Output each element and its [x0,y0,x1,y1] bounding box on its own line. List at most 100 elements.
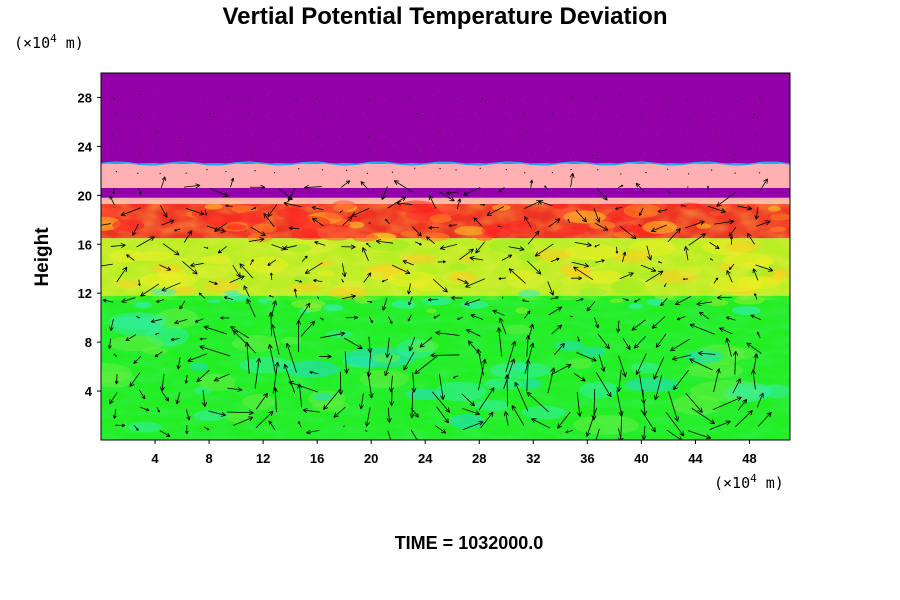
vector-arrow [641,425,647,440]
y-tick-label: 20 [78,188,92,203]
vector-arrow [203,325,228,335]
vector-dot [156,131,158,133]
heatmap-blob [116,280,140,288]
y-tick-label: 8 [85,335,92,350]
vector-dot [367,136,370,138]
vector-arrow [176,357,181,370]
vector-dot [179,136,182,138]
vector-arrow [341,263,347,278]
vector-arrow [531,418,550,429]
vector-arrow [529,179,534,190]
vector-arrow [534,243,554,257]
x-unit-base: (×10 [714,474,750,492]
heatmap-blob [490,361,551,380]
x-tick-label: 4 [151,451,159,466]
vector-dot [711,169,713,171]
vector-arrow [754,207,759,220]
vector-dot [731,132,733,135]
vector-arrow [387,430,392,440]
vector-dot [390,135,392,137]
vector-dot [548,134,550,136]
vector-arrow [646,245,653,261]
vector-dot [478,112,481,114]
vector-arrow [462,421,484,431]
vector-arrow [312,217,324,227]
heatmap-blob [362,270,384,280]
vector-arrow [480,203,486,206]
vector-arrow [498,186,505,193]
vector-arrow [150,318,162,324]
vector-arrow [645,270,664,283]
vector-arrow [196,369,210,383]
vector-arrow [255,392,269,410]
vector-arrow [300,320,316,337]
vector-dot [250,152,252,154]
vector-arrow [451,295,463,300]
vector-dot [709,154,711,157]
vector-arrow [368,222,371,224]
heatmap-blob [354,297,373,304]
heatmap-blob [134,301,152,309]
vector-dot [255,134,257,136]
vector-arrow [199,345,231,357]
y-tick-label: 4 [85,384,93,399]
vector-dot [500,149,502,152]
heatmap-blob [206,299,221,304]
heatmap-blob [191,265,230,279]
vector-arrow [732,350,739,375]
heatmap-blob [128,421,163,433]
vector-arrow [381,279,389,283]
vector-arrow [121,297,136,304]
vector-dot [115,149,117,151]
heatmap-blob [491,204,511,211]
vector-arrow [594,222,609,231]
heatmap-blob [678,202,702,210]
vector-arrow [184,374,188,384]
vector-dot [227,131,229,133]
vector-dot [598,112,601,114]
vector-arrow [359,393,365,410]
heatmap-blob [724,240,761,253]
vector-arrow [385,337,391,358]
vector-arrow [668,391,679,422]
vector-arrow [574,242,592,248]
heatmap-blob [150,288,177,296]
vector-arrow [619,226,637,240]
vector-dot [409,135,412,138]
heatmap-blob [351,233,379,242]
vector-arrow [246,298,256,317]
vector-arrow [550,363,572,376]
vector-arrow [622,251,627,263]
vector-arrow [622,298,629,302]
vector-arrow [338,371,344,395]
vector-arrow [309,370,319,375]
vector-dot [594,132,596,134]
vector-arrow [685,393,703,413]
vector-arrow [155,332,160,335]
vector-arrows [101,94,774,440]
vector-arrow [575,209,587,223]
vector-dot [206,169,208,171]
vector-dot [137,132,139,134]
vector-arrow [696,301,713,307]
vector-dot [278,135,280,138]
vector-arrow [651,316,666,329]
vector-dot [734,172,736,174]
vector-arrow [341,244,356,250]
heatmap-blob [142,346,169,355]
vector-arrow [160,176,166,189]
vector-arrow [209,187,229,197]
vector-arrow [161,219,175,226]
vector-arrow [467,340,482,356]
heatmap-blob [422,297,452,306]
vector-arrow [381,186,388,200]
vector-arrow [414,355,438,375]
vector-arrow [269,272,273,281]
x-tick-label: 36 [580,451,594,466]
vector-arrow [283,245,297,251]
vector-dot [595,96,597,98]
vector-arrow [737,205,753,211]
vector-arrow [469,256,484,261]
heatmap-blob [315,260,333,267]
